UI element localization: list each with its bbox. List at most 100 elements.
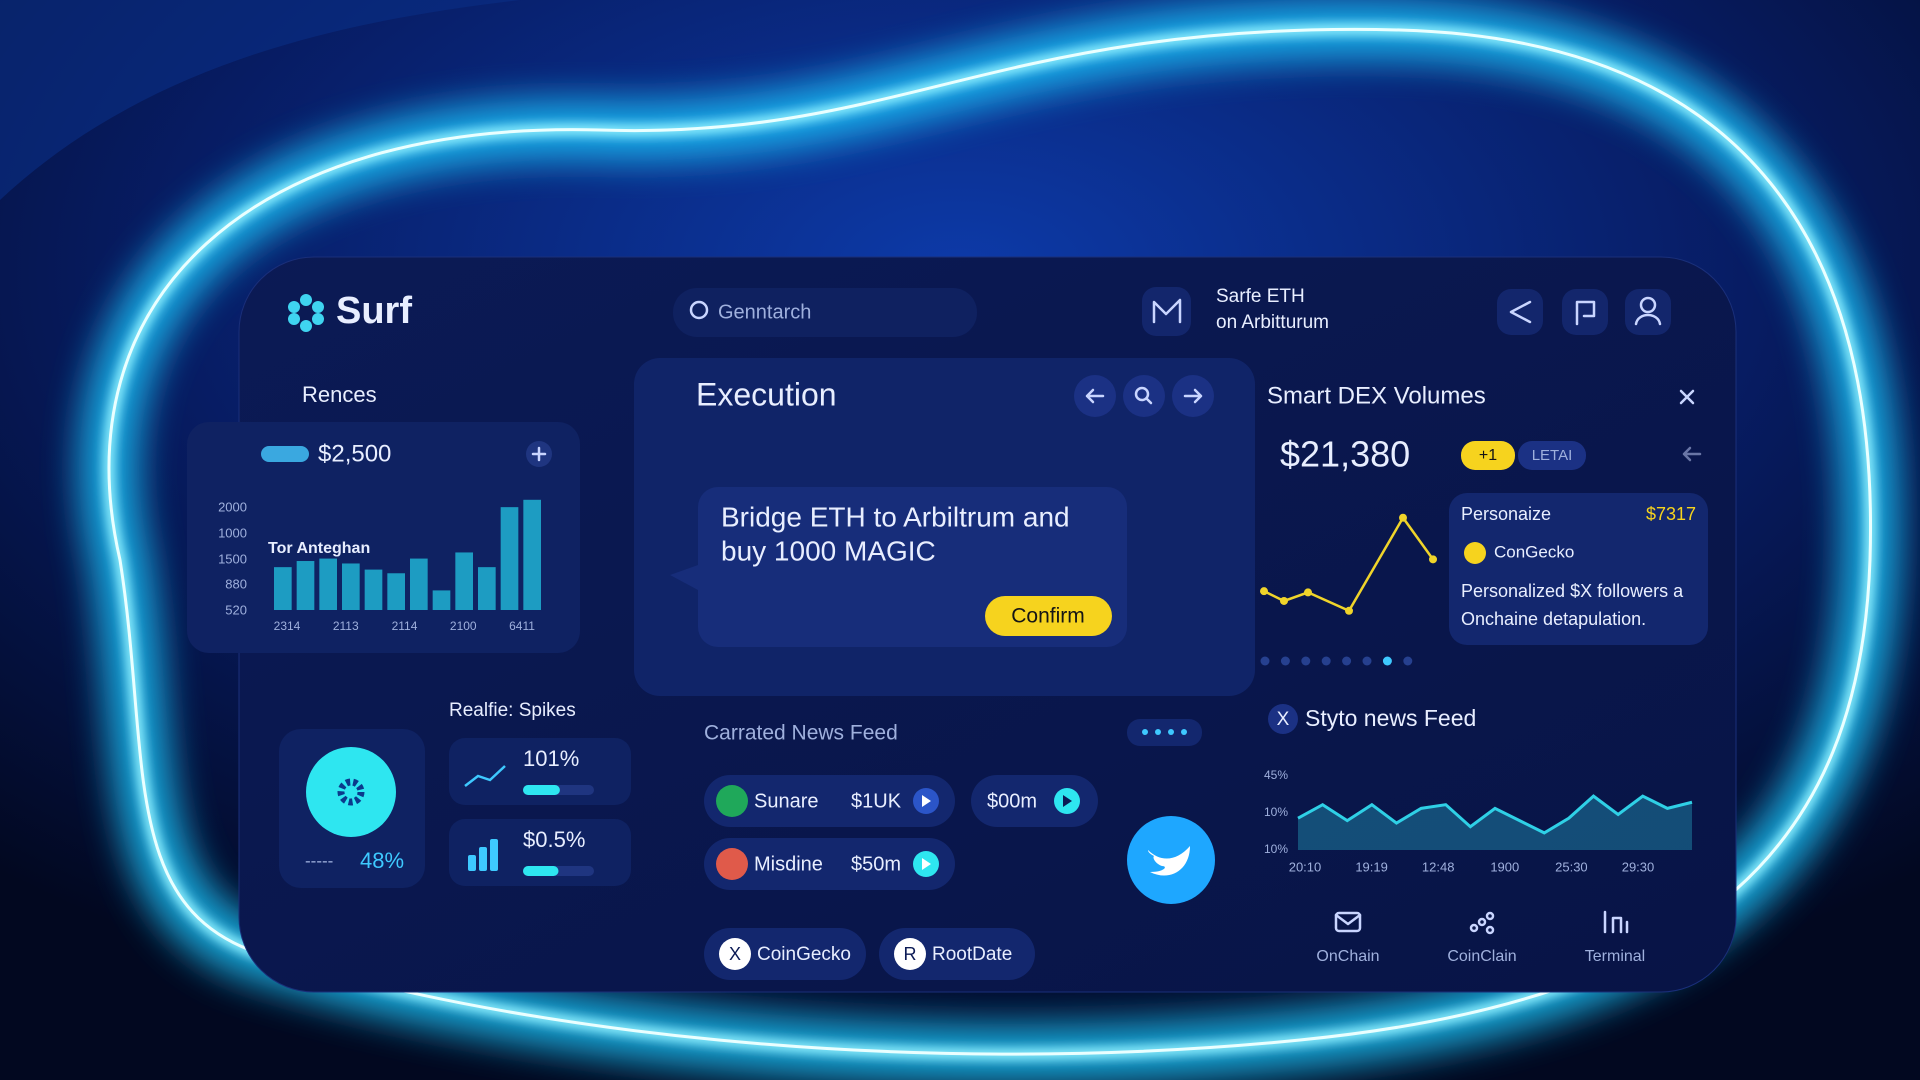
spikes-list: 101% $0.5% xyxy=(449,738,631,886)
chip-icon: X xyxy=(729,944,741,964)
bar xyxy=(523,499,541,610)
area-line xyxy=(1297,794,1693,835)
bottom-nav: OnChain CoinClain Terminal xyxy=(1316,948,1645,965)
more-button[interactable] xyxy=(1127,719,1202,746)
x-tick-label: 6411 xyxy=(509,619,535,633)
y-tick-label: 880 xyxy=(225,576,247,591)
bubble-tail xyxy=(670,565,698,590)
bar xyxy=(364,569,383,610)
brand-logo xyxy=(288,294,324,332)
gauge-value: 48% xyxy=(360,848,404,873)
x-tick-label: 2314 xyxy=(274,619,301,633)
chart-label: Tor Anteghan xyxy=(268,540,370,557)
pager-dot[interactable] xyxy=(1280,656,1290,666)
context-title: Sarfe ETH xyxy=(1216,286,1305,307)
pager-dot[interactable] xyxy=(1362,656,1372,666)
tag xyxy=(1518,441,1586,470)
add-button[interactable] xyxy=(526,441,552,467)
brand: Surf xyxy=(336,290,412,332)
pager-dot[interactable] xyxy=(1321,656,1331,666)
pager-dot[interactable] xyxy=(1403,656,1413,666)
pager-dot[interactable] xyxy=(1342,656,1352,666)
message-line: buy 1000 MAGIC xyxy=(721,535,936,566)
bar xyxy=(500,507,519,610)
context-subtitle: on Arbitturum xyxy=(1216,312,1329,333)
bookmark-button[interactable] xyxy=(1562,289,1608,335)
nav-label[interactable]: Terminal xyxy=(1585,948,1645,965)
volume-point xyxy=(1280,596,1288,605)
dex-title: Smart DEX Volumes xyxy=(1267,382,1486,409)
gauge-dashes: ----- xyxy=(305,851,333,870)
play-icon xyxy=(1054,788,1080,814)
progress-fill xyxy=(523,785,560,795)
volume-point xyxy=(1345,606,1353,615)
collapse-button[interactable] xyxy=(1682,446,1702,462)
spikes-title: Realfie: Spikes xyxy=(449,700,576,721)
y-tick-label: 2000 xyxy=(218,499,247,514)
context-button[interactable] xyxy=(1142,287,1191,336)
spark-icon xyxy=(464,765,506,787)
nav-label[interactable]: CoinClain xyxy=(1447,948,1516,965)
chip-icon-bg xyxy=(894,938,926,970)
bar xyxy=(274,567,292,610)
pager-dot[interactable] xyxy=(1382,656,1392,666)
bars-icon xyxy=(490,839,498,871)
news-avatar xyxy=(716,848,748,880)
card-text: Onchaine detapulation. xyxy=(1461,609,1646,629)
pager-dot[interactable] xyxy=(1301,656,1311,666)
news-name: Misdine xyxy=(754,853,823,875)
back-button[interactable] xyxy=(1074,375,1116,417)
toggle[interactable] xyxy=(261,446,309,462)
close-button[interactable] xyxy=(1679,389,1695,405)
share-button[interactable] xyxy=(1497,289,1543,335)
confirm-label: Confirm xyxy=(1011,605,1085,628)
nav-label[interactable]: OnChain xyxy=(1316,948,1379,965)
user-button[interactable] xyxy=(1625,289,1671,335)
confirm-button[interactable] xyxy=(985,596,1112,636)
news-name: Sunare xyxy=(754,790,819,812)
volume-point xyxy=(1399,513,1407,522)
news-pill[interactable] xyxy=(971,775,1098,827)
pager-dot[interactable] xyxy=(1260,656,1270,666)
progress-fill xyxy=(523,866,559,876)
background-blob xyxy=(0,0,520,200)
news-pill[interactable] xyxy=(704,775,955,827)
news-amount: $1UK xyxy=(851,790,902,812)
x-tick-label: 20:10 xyxy=(1289,859,1322,874)
card-source: ConGecko xyxy=(1494,542,1574,561)
x-tick-label: 1900 xyxy=(1490,859,1519,874)
y-tick-label: 10% xyxy=(1264,842,1288,856)
y-tick-label: 10% xyxy=(1264,805,1288,819)
onchain-icon xyxy=(1334,911,1362,933)
feed-icon-bg xyxy=(1268,704,1298,734)
bar xyxy=(296,561,315,610)
forward-button[interactable] xyxy=(1172,375,1214,417)
x-tick-label: 2114 xyxy=(392,619,418,633)
search-button[interactable] xyxy=(1123,375,1165,417)
personalize-card xyxy=(1449,493,1708,645)
search-placeholder: Genntarch xyxy=(718,301,811,323)
y-tick-label: 520 xyxy=(225,602,247,617)
news-pill[interactable] xyxy=(704,838,955,890)
coinclain-icon xyxy=(1469,911,1495,935)
terminal-icon xyxy=(1603,910,1629,934)
volume-point xyxy=(1260,587,1268,596)
area-chart: 45%10%10%20:10 19:19 12:48 1900 25:30 29:30 xyxy=(1264,768,1693,874)
card-amount: $7317 xyxy=(1646,504,1696,524)
gauge-circle xyxy=(306,747,396,837)
card-text: Personalized $X followers a xyxy=(1461,581,1684,601)
search-box[interactable] xyxy=(673,288,977,337)
gear-icon xyxy=(337,778,365,806)
chip[interactable] xyxy=(704,928,866,980)
x-tick-label: 2100 xyxy=(450,619,477,633)
chip-icon: R xyxy=(904,944,917,964)
x-tick-label: 29:30 xyxy=(1622,859,1655,874)
balance-amount: $2,500 xyxy=(318,440,391,467)
message-line: Bridge ETH to Arbiltrum and xyxy=(721,501,1070,532)
badge-label: +1 xyxy=(1479,447,1497,464)
chip-label: RootDate xyxy=(932,944,1012,965)
volume-point xyxy=(1304,588,1312,597)
spike-value: $0.5% xyxy=(523,827,585,852)
bar xyxy=(319,558,337,610)
